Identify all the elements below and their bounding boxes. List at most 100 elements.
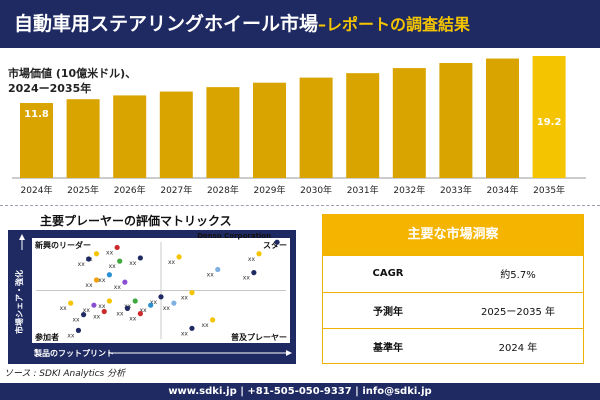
source-note: ソース : SDKI Analytics 分析 bbox=[4, 369, 126, 379]
matrix-point bbox=[256, 251, 262, 257]
panel-row-base-year: 基準年 2024 年 bbox=[323, 328, 583, 365]
point-label: xx bbox=[106, 249, 114, 256]
point-label: xx bbox=[98, 303, 106, 310]
matrix-point bbox=[106, 272, 112, 278]
matrix-point bbox=[68, 300, 74, 306]
bar bbox=[392, 68, 426, 178]
matrix-point bbox=[176, 254, 182, 260]
chart-title: 市場価値 (10億米ドル)、 2024ー2035年 bbox=[8, 66, 136, 96]
y-axis-arrowhead bbox=[19, 234, 25, 240]
matrix-point bbox=[251, 270, 257, 276]
bar bbox=[20, 103, 53, 178]
point-label: xx bbox=[85, 282, 93, 289]
page-title: 自動車用ステアリングホイール市場–レポートの調査結果 bbox=[14, 9, 470, 36]
point-label: xx bbox=[163, 305, 171, 312]
tick-label: 2033年 bbox=[440, 184, 472, 196]
tick-label: 2032年 bbox=[393, 184, 425, 196]
matrix-point bbox=[137, 255, 143, 261]
matrix-point bbox=[93, 251, 100, 257]
matrix-point bbox=[171, 300, 177, 306]
point-label: xx bbox=[243, 275, 251, 282]
point-label: xx bbox=[168, 259, 176, 266]
tick-label: 2035年 bbox=[533, 184, 565, 196]
y-axis-label: 市場シェア・強化 bbox=[14, 270, 24, 334]
tick-label: 2029年 bbox=[254, 184, 286, 196]
tick-label: 2025年 bbox=[67, 184, 99, 196]
matrix-point bbox=[148, 302, 154, 308]
quadrant-label-top-left: 新興のリーダー bbox=[35, 240, 91, 250]
row-value: 2024 年 bbox=[498, 343, 538, 355]
title-text: 自動車用ステアリングホイール市場 bbox=[14, 13, 319, 35]
point-label: xx bbox=[248, 256, 256, 263]
data-label-first: 11.8 bbox=[24, 109, 49, 120]
point-label: xx bbox=[129, 316, 137, 323]
x-axis-arrowhead bbox=[286, 350, 292, 356]
footer-contact: www.sdki.jp | +81-505-050-9337 | info@sd… bbox=[0, 383, 600, 400]
matrix-point bbox=[122, 279, 128, 285]
matrix-point bbox=[114, 244, 120, 251]
bar bbox=[66, 99, 100, 178]
matrix-point bbox=[158, 294, 164, 300]
point-label: xx bbox=[67, 332, 75, 339]
bar bbox=[113, 95, 147, 178]
header-banner: 自動車用ステアリングホイール市場–レポートの調査結果 bbox=[0, 0, 600, 48]
row-label: CAGR bbox=[372, 268, 404, 280]
row-value: 約5.7% bbox=[500, 270, 536, 282]
point-label: xx bbox=[60, 305, 68, 312]
bar bbox=[486, 58, 519, 178]
point-label: xx bbox=[93, 314, 101, 321]
point-label: xx bbox=[83, 307, 91, 314]
highlight-label: Denso Corporation bbox=[197, 232, 271, 240]
matrix-point bbox=[124, 305, 131, 311]
bar bbox=[439, 62, 473, 179]
bar bbox=[159, 91, 193, 178]
matrix-point bbox=[86, 256, 92, 262]
matrix-point bbox=[274, 239, 280, 245]
title-subtitle: –レポートの調査結果 bbox=[318, 15, 471, 34]
point-label: xx bbox=[116, 310, 124, 317]
market-insights-panel: 主要な市場洞察 CAGR 約5.7% 予測年 2025ー2035 年 基準年 2… bbox=[322, 214, 584, 364]
matrix-point bbox=[137, 311, 143, 317]
point-label: xx bbox=[114, 284, 122, 291]
point-label: xx bbox=[181, 330, 189, 337]
row-label: 予測年 bbox=[373, 306, 403, 318]
quadrant-label-bottom-right: 普及プレーヤー bbox=[231, 332, 287, 342]
point-label: xx bbox=[201, 322, 209, 329]
data-label-last: 19.2 bbox=[537, 117, 562, 128]
tick-label: 2031年 bbox=[347, 184, 379, 196]
matrix-point bbox=[91, 302, 97, 308]
chart-title-line2: 2024ー2035年 bbox=[8, 82, 92, 95]
matrix-point bbox=[210, 317, 216, 323]
tick-label: 2026年 bbox=[114, 184, 146, 196]
point-label: xx bbox=[72, 317, 80, 324]
panel-title: 主要な市場洞察 bbox=[323, 215, 583, 255]
bar bbox=[532, 56, 566, 178]
tick-label: 2028年 bbox=[207, 184, 239, 196]
section-divider bbox=[0, 205, 600, 206]
matrix-point bbox=[189, 325, 195, 331]
matrix-point bbox=[75, 327, 82, 333]
matrix-point bbox=[93, 277, 100, 283]
tick-label: 2034年 bbox=[487, 184, 519, 196]
quadrant-label-bottom-left: 参加者 bbox=[34, 332, 59, 342]
point-label: xx bbox=[78, 261, 86, 268]
matrix-point bbox=[189, 290, 195, 296]
matrix-point bbox=[132, 298, 138, 304]
x-axis-label: 製品のフットプリント bbox=[33, 348, 114, 358]
row-label: 基準年 bbox=[373, 343, 403, 355]
bar bbox=[206, 87, 240, 178]
point-label: xx bbox=[98, 277, 106, 284]
matrix-point bbox=[81, 312, 87, 318]
bar bbox=[253, 82, 286, 178]
chart-title-line1: 市場価値 (10億米ドル)、 bbox=[8, 67, 137, 80]
tick-label: 2024年 bbox=[21, 184, 53, 196]
matrix-point bbox=[117, 258, 123, 264]
point-label: xx bbox=[129, 260, 137, 267]
row-value: 2025ー2035 年 bbox=[480, 306, 556, 318]
point-label: xx bbox=[181, 295, 189, 302]
matrix-point bbox=[215, 266, 221, 273]
bar bbox=[299, 77, 333, 178]
quadrant-label-top-right: スター bbox=[263, 240, 287, 250]
point-label: xx bbox=[207, 272, 215, 279]
